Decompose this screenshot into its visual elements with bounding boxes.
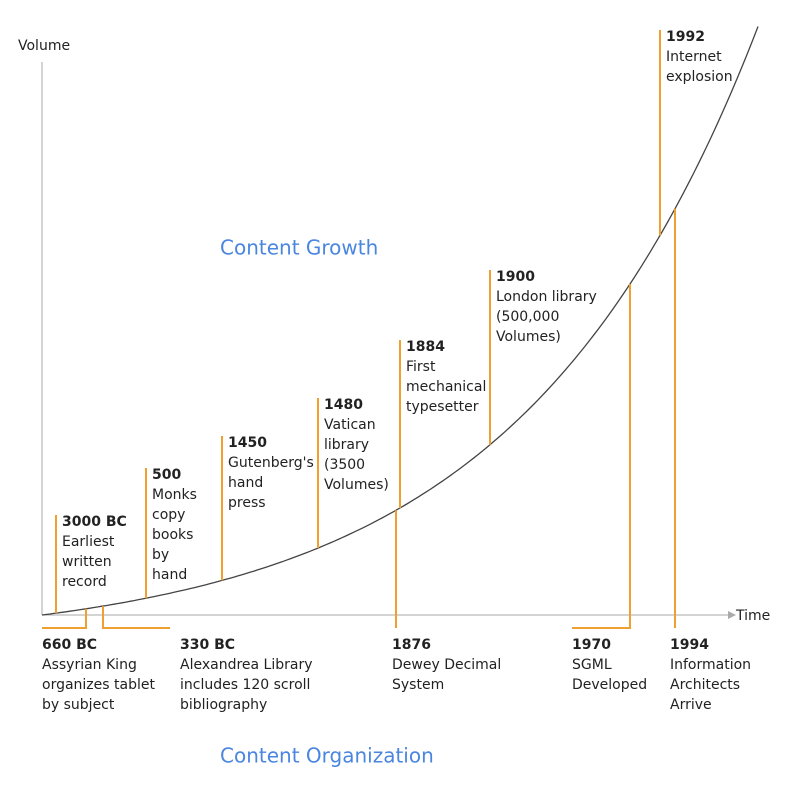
event-year: 500 xyxy=(152,467,181,483)
event-year: 1970 xyxy=(572,637,611,653)
event-text: hand xyxy=(152,567,187,583)
event-text: by subject xyxy=(42,697,115,713)
event-year: 1900 xyxy=(496,269,535,285)
event-text: by xyxy=(152,547,169,563)
event-year: 1480 xyxy=(324,397,363,413)
event-year: 330 BC xyxy=(180,637,235,653)
section-label: Content Organization xyxy=(220,744,434,768)
event-text: bibliography xyxy=(180,697,267,713)
event-text: Earliest xyxy=(62,534,115,550)
event-year: 1450 xyxy=(228,435,267,451)
event-text: library xyxy=(324,437,369,453)
event-text: SGML xyxy=(572,657,612,673)
event-text: Gutenberg's xyxy=(228,455,314,471)
event-text: copy xyxy=(152,507,185,523)
event-text: Architects xyxy=(670,677,740,693)
event-text: Assyrian King xyxy=(42,657,137,673)
event-line xyxy=(572,284,631,629)
event-line xyxy=(102,606,170,629)
event-text: London library xyxy=(496,289,597,305)
event-year: 1884 xyxy=(406,339,445,355)
event-text: organizes tablet xyxy=(42,677,155,693)
event-text: Volumes) xyxy=(496,329,561,345)
event-year: 1994 xyxy=(670,637,709,653)
event-text: Internet xyxy=(666,49,722,65)
event-text: typesetter xyxy=(406,399,479,415)
event-text: Arrive xyxy=(670,697,712,713)
growth-curve xyxy=(41,26,759,616)
x-axis-arrow xyxy=(728,611,736,619)
event-line xyxy=(42,608,87,629)
event-text: record xyxy=(62,574,107,590)
event-text: books xyxy=(152,527,193,543)
event-text: written xyxy=(62,554,112,570)
event-text: Developed xyxy=(572,677,647,693)
event-text: Alexandrea Library xyxy=(180,657,313,673)
event-text: explosion xyxy=(666,69,733,85)
event-year: 1876 xyxy=(392,637,431,653)
event-text: mechanical xyxy=(406,379,486,395)
section-label: Content Growth xyxy=(220,236,378,260)
event-text: Monks xyxy=(152,487,197,503)
event-text: includes 120 scroll xyxy=(180,677,310,693)
event-text: System xyxy=(392,677,444,693)
event-text: (500,000 xyxy=(496,309,559,325)
event-text: Information xyxy=(670,657,751,673)
x-axis-label: Time xyxy=(735,608,770,624)
event-year: 660 BC xyxy=(42,637,97,653)
event-text: (3500 xyxy=(324,457,365,473)
event-year: 3000 BC xyxy=(62,514,127,530)
event-text: Vatican xyxy=(324,417,376,433)
event-year: 1992 xyxy=(666,29,705,45)
event-text: Volumes) xyxy=(324,477,389,493)
event-text: First xyxy=(406,359,436,375)
event-text: Dewey Decimal xyxy=(392,657,501,673)
y-axis-label: Volume xyxy=(18,38,70,54)
event-text: hand xyxy=(228,475,263,491)
event-text: press xyxy=(228,495,266,511)
